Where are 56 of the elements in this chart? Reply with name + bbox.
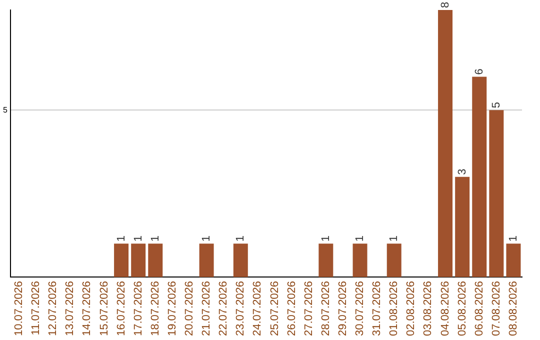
- x-tick-label: 13.07.2026: [64, 280, 76, 336]
- x-tick-label: 21.07.2026: [200, 280, 213, 336]
- data-label: 6: [473, 68, 486, 75]
- x-tick-label: 06.08.2026: [473, 280, 486, 336]
- x-tick-label: 31.07.2026: [371, 280, 384, 336]
- data-label: 1: [354, 235, 366, 242]
- x-tick-label: 03.08.2026: [422, 280, 434, 336]
- data-label: 1: [234, 235, 247, 242]
- bar: [489, 110, 504, 277]
- x-tick-label: 17.07.2026: [132, 280, 144, 336]
- data-label: 1: [320, 235, 332, 242]
- bar: [438, 10, 453, 277]
- bar: [506, 244, 521, 277]
- bar: [131, 244, 146, 277]
- x-tick-label: 26.07.2026: [286, 280, 298, 336]
- x-tick-label: 05.08.2026: [456, 280, 468, 336]
- bar: [352, 244, 368, 277]
- data-label: 3: [456, 168, 468, 175]
- data-label: 1: [388, 235, 400, 242]
- x-tick-label: 23.07.2026: [234, 280, 247, 336]
- x-tick-label: 04.08.2026: [439, 280, 452, 336]
- x-tick-label: 25.07.2026: [268, 280, 281, 336]
- bar: [199, 244, 214, 277]
- bar: [148, 244, 163, 277]
- x-tick-label: 19.07.2026: [166, 280, 178, 336]
- bar: [233, 244, 248, 277]
- x-tick-label: 01.08.2026: [388, 280, 400, 336]
- data-label: 1: [200, 235, 213, 242]
- x-tick-label: 24.07.2026: [252, 280, 264, 336]
- bar: [455, 176, 470, 277]
- x-tick-label: 16.07.2026: [115, 280, 128, 336]
- x-tick-label: 30.07.2026: [354, 280, 366, 336]
- data-label: 5: [490, 102, 502, 108]
- data-label: 1: [508, 235, 520, 242]
- bar: [472, 76, 487, 277]
- bar: [318, 244, 334, 277]
- bar: [114, 244, 129, 277]
- x-tick-label: 29.07.2026: [336, 280, 349, 336]
- data-label: 1: [149, 235, 162, 242]
- x-tick-label: 27.07.2026: [302, 280, 315, 336]
- x-tick-label: 07.08.2026: [490, 280, 502, 336]
- x-tick-label: 10.07.2026: [13, 280, 26, 336]
- data-label: 8: [439, 2, 452, 8]
- data-label: 1: [115, 235, 128, 242]
- x-tick-label: 11.07.2026: [30, 280, 42, 336]
- x-tick-label: 15.07.2026: [98, 280, 110, 336]
- x-tick-label: 20.07.2026: [184, 280, 196, 336]
- x-tick-label: 02.08.2026: [405, 280, 418, 336]
- x-tick-label: 18.07.2026: [149, 280, 162, 336]
- x-tick-label: 28.07.2026: [320, 280, 332, 336]
- x-tick-label: 22.07.2026: [218, 280, 230, 336]
- data-label: 1: [132, 235, 144, 242]
- bar: [386, 244, 402, 277]
- x-tick-label: 14.07.2026: [81, 280, 94, 336]
- x-tick-label: 08.08.2026: [508, 280, 520, 336]
- x-tick-label: 12.07.2026: [47, 280, 60, 336]
